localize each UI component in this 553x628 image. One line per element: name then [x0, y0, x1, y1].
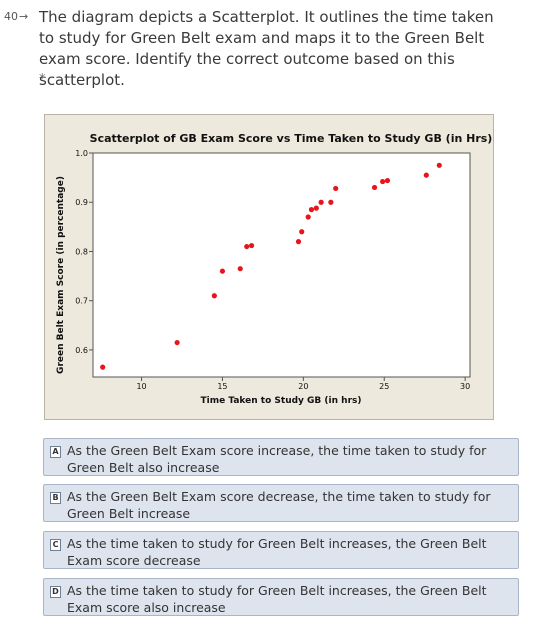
data-point	[244, 243, 250, 250]
data-point	[328, 199, 334, 205]
x-tick-label: 30	[460, 382, 470, 391]
option-b-text: As the Green Belt Exam score decrease, t…	[67, 489, 491, 521]
plot-area	[92, 152, 471, 378]
option-c-letter: C	[50, 539, 61, 551]
option-d-letter: D	[50, 586, 61, 598]
data-point	[305, 214, 311, 220]
option-d[interactable]: D As the time taken to study for Green B…	[43, 578, 519, 616]
option-c[interactable]: C As the time taken to study for Green B…	[43, 531, 519, 569]
data-point	[436, 162, 442, 168]
option-a-letter: A	[50, 446, 61, 458]
data-point	[384, 177, 391, 184]
x-tick-label: 15	[217, 382, 227, 391]
y-tick-label: 1.0	[75, 149, 88, 158]
axis-ticks: 10 15 20 25 30 0.6 0.7 0.8 0.9 1.0	[75, 149, 470, 391]
data-points	[100, 162, 442, 370]
data-point	[308, 207, 315, 213]
y-tick-label: 0.6	[75, 346, 88, 355]
chart-ylabel: Green Belt Exam Score (in percentage)	[56, 176, 66, 374]
chart-xlabel: Time Taken to Study GB (in hrs)	[201, 396, 362, 406]
option-a-text: As the Green Belt Exam score increase, t…	[67, 443, 487, 475]
data-point	[423, 172, 429, 178]
scatterplot-figure: Scatterplot of GB Exam Score vs Time Tak…	[44, 114, 494, 420]
data-point	[174, 339, 180, 346]
data-point	[333, 185, 339, 192]
y-tick-label: 0.9	[75, 198, 88, 207]
data-point	[380, 178, 386, 185]
x-tick-label: 25	[379, 382, 389, 391]
question-text: The diagram depicts a Scatterplot. It ou…	[39, 8, 494, 89]
question-number: 40→	[4, 10, 28, 23]
y-tick-label: 0.7	[75, 297, 88, 306]
option-b[interactable]: B As the Green Belt Exam score decrease,…	[43, 484, 519, 522]
arrow-icon: →	[19, 10, 29, 23]
x-tick-label: 10	[136, 382, 146, 391]
data-point	[248, 242, 255, 249]
option-c-text: As the time taken to study for Green Bel…	[67, 536, 487, 568]
option-d-text: As the time taken to study for Green Bel…	[67, 583, 487, 615]
data-point	[299, 229, 305, 235]
y-tick-label: 0.8	[75, 247, 88, 256]
data-point	[295, 239, 302, 245]
option-b-letter: B	[50, 492, 61, 504]
data-point	[211, 293, 217, 299]
chart-title: Scatterplot of GB Exam Score vs Time Tak…	[90, 132, 493, 145]
data-point	[318, 199, 324, 205]
data-point	[237, 266, 243, 272]
x-tick-label: 20	[298, 382, 308, 391]
required-mark: *	[39, 72, 46, 87]
data-point	[371, 184, 378, 191]
scatterplot-chart: Scatterplot of GB Exam Score vs Time Tak…	[56, 132, 493, 406]
option-a[interactable]: A As the Green Belt Exam score increase,…	[43, 438, 519, 476]
question-number-text: 40	[4, 10, 18, 23]
data-point	[313, 205, 319, 211]
data-point	[100, 364, 106, 370]
data-point	[219, 268, 226, 274]
